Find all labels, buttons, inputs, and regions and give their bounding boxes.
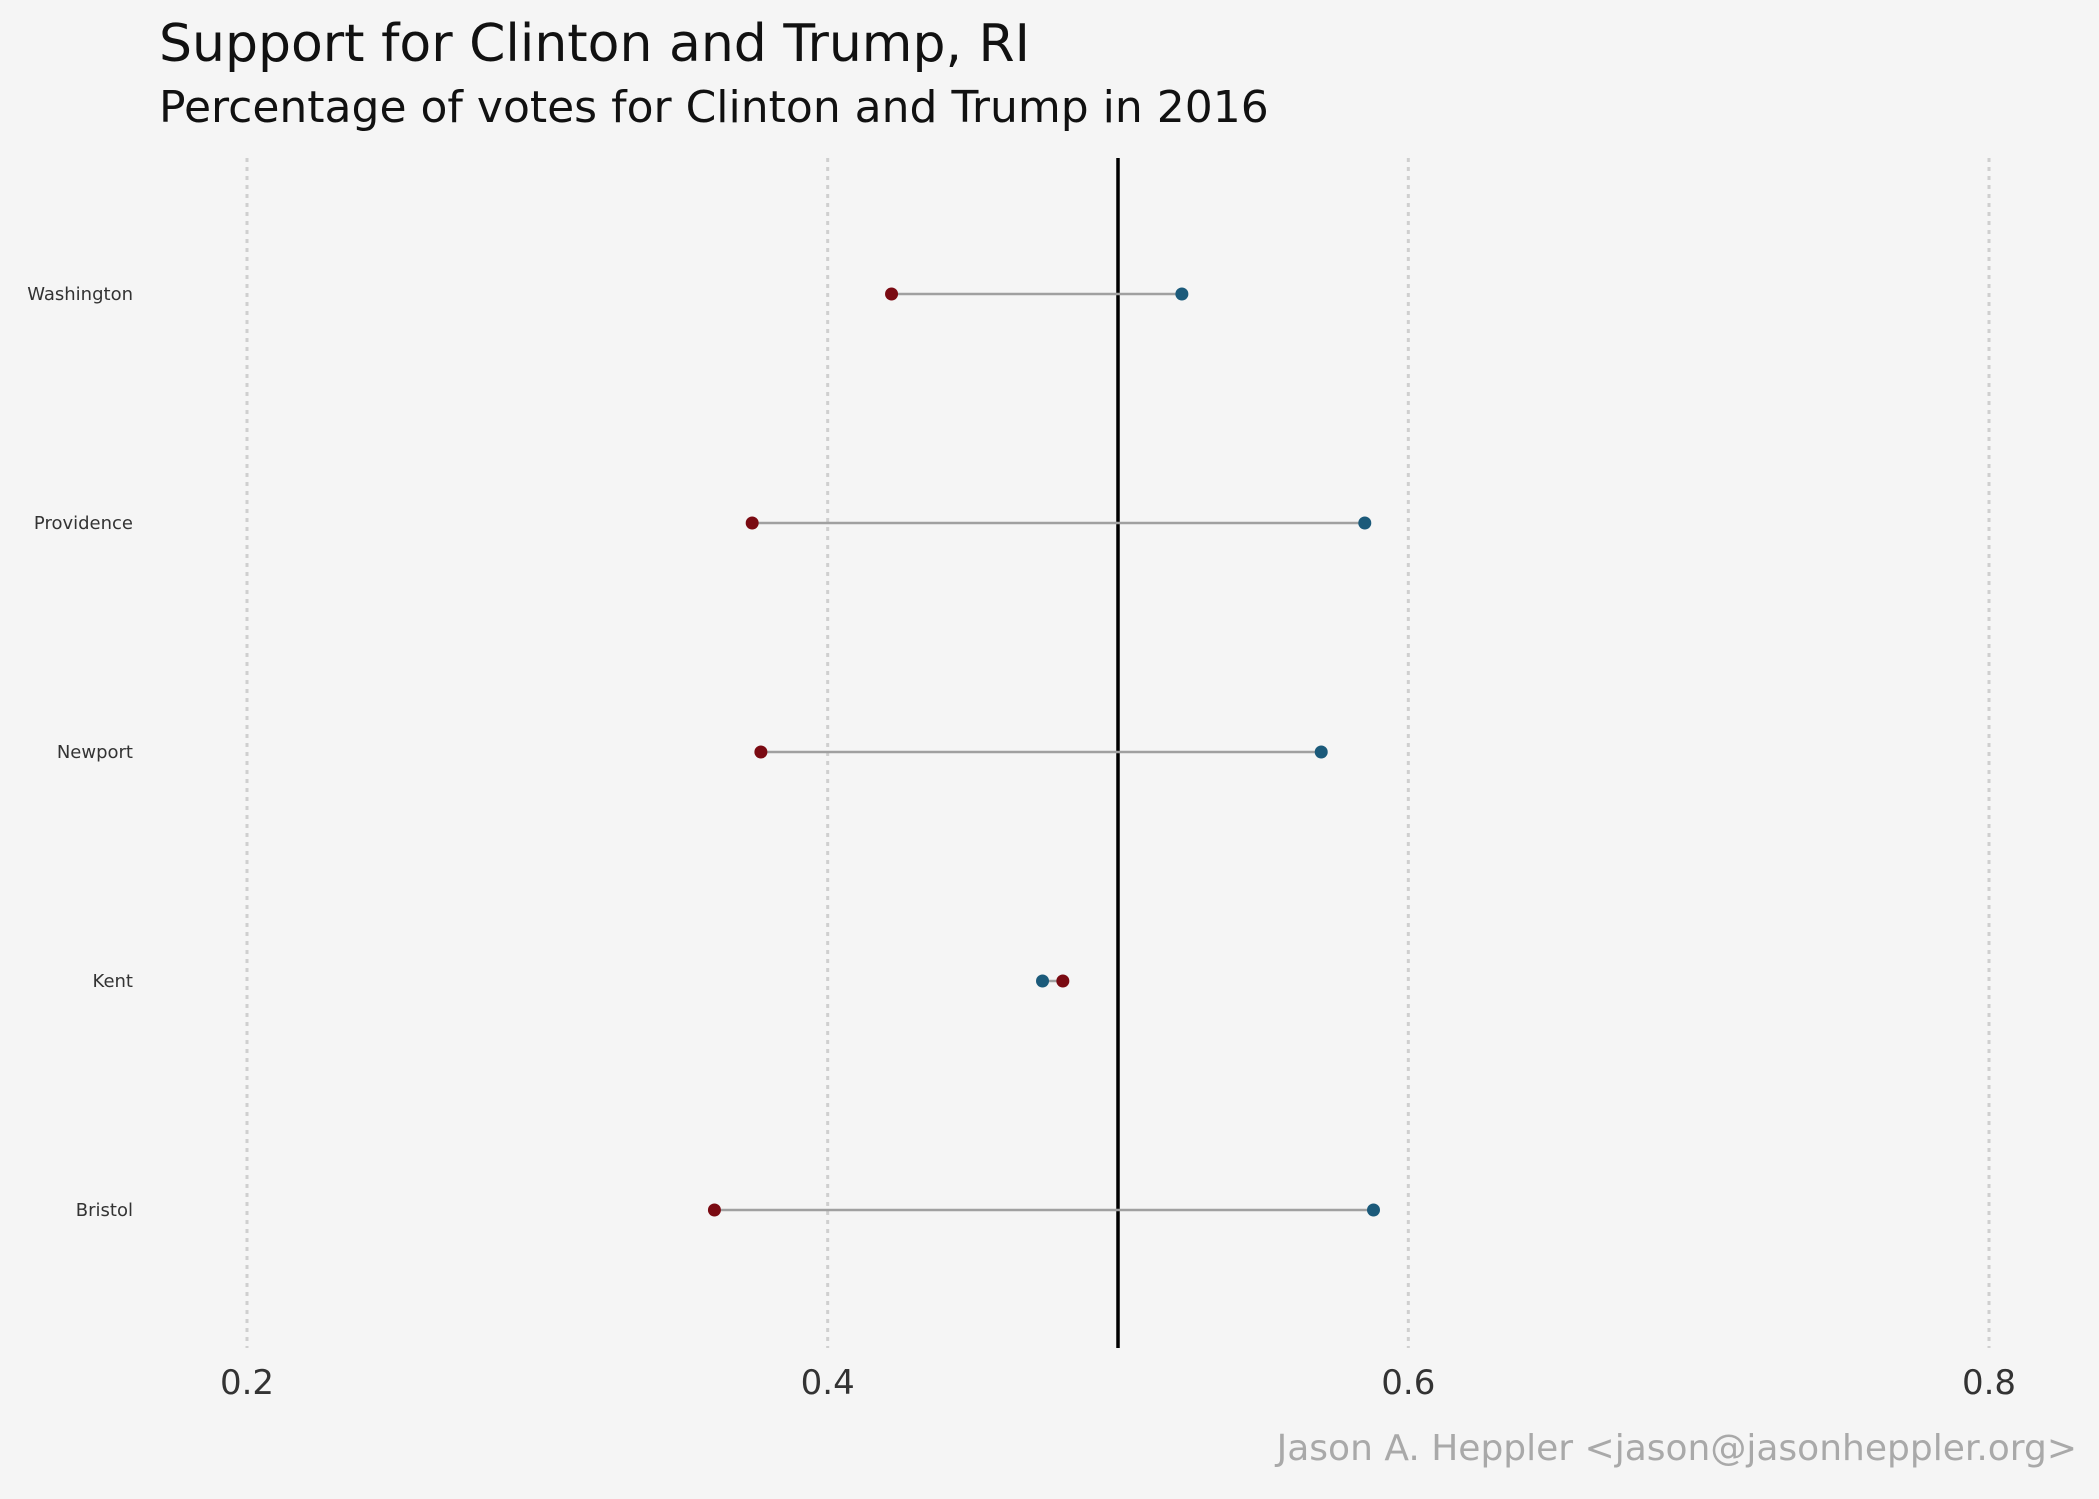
x-tick-label: 0.8 [1962, 1363, 2016, 1403]
y-tick-label: Kent [93, 971, 133, 992]
x-tick-label: 0.4 [801, 1363, 855, 1403]
trump-point [745, 516, 759, 530]
clinton-point [1314, 745, 1328, 759]
y-tick-label: Newport [57, 742, 133, 763]
trump-point [1056, 974, 1070, 988]
trump-point [754, 745, 768, 759]
y-tick-label: Bristol [76, 1200, 133, 1221]
clinton-point [1175, 287, 1189, 301]
y-tick-label: Providence [34, 513, 133, 534]
y-tick-label: Washington [27, 284, 133, 305]
clinton-point [1358, 516, 1372, 530]
trump-point [707, 1203, 721, 1217]
trump-point [885, 287, 899, 301]
x-tick-label: 0.2 [220, 1363, 274, 1403]
clinton-point [1036, 974, 1050, 988]
chart-title: Support for Clinton and Trump, RI [159, 14, 1030, 74]
chart-subtitle: Percentage of votes for Clinton and Trum… [159, 82, 1269, 133]
author-caption: Jason A. Heppler <jason@jasonheppler.org… [1276, 1428, 2077, 1469]
x-tick-label: 0.6 [1381, 1363, 1435, 1403]
clinton-point [1366, 1203, 1380, 1217]
